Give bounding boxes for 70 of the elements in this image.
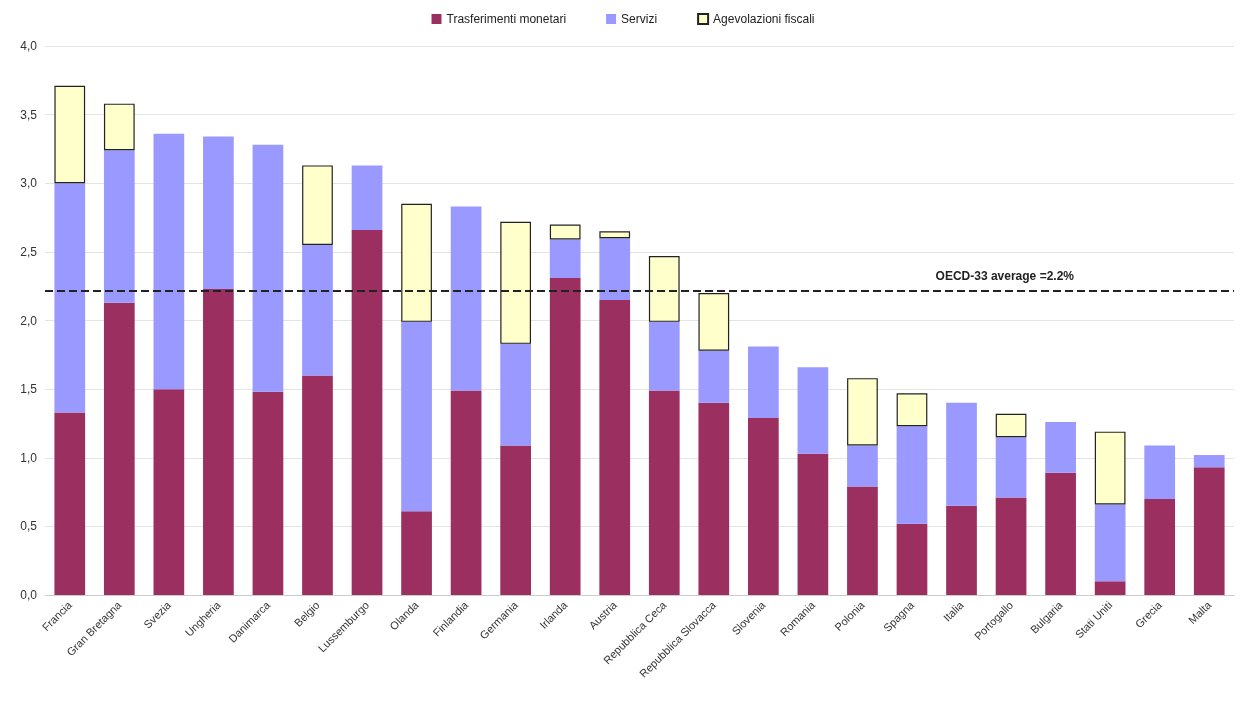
- bar: [995, 497, 1027, 595]
- bar: [203, 136, 234, 289]
- bar: [153, 389, 185, 595]
- bar: [401, 511, 432, 595]
- bar: [1045, 472, 1076, 595]
- bar: [896, 426, 928, 524]
- bar: [648, 321, 680, 391]
- legend-label: Servizi: [621, 12, 658, 26]
- bar: [203, 288, 234, 595]
- bar: [1193, 455, 1225, 468]
- bar: [401, 321, 432, 512]
- bar: [1094, 581, 1126, 595]
- legend-label: Trasferimenti monetari: [446, 12, 567, 26]
- bar: [599, 299, 631, 595]
- y-tick-label: 1,5: [20, 382, 38, 397]
- y-tick-label: 2,0: [20, 313, 38, 328]
- bar: [847, 378, 878, 446]
- bar: [995, 413, 1027, 438]
- bar: [946, 402, 977, 506]
- bar: [302, 245, 333, 376]
- bar: [1045, 422, 1076, 473]
- bar: [896, 523, 928, 595]
- bar: [54, 412, 86, 595]
- bar: [302, 165, 333, 246]
- y-tick-label: 4,0: [20, 39, 38, 53]
- bar: [599, 238, 631, 300]
- bar: [500, 343, 531, 446]
- bar: [54, 85, 86, 184]
- y-tick-label: 3,0: [20, 176, 38, 191]
- bar: [648, 390, 680, 595]
- bar: [450, 390, 482, 595]
- y-tick-label: 0,5: [20, 519, 38, 534]
- y-tick-label: 2,5: [20, 244, 38, 259]
- bar: [1144, 445, 1176, 499]
- bar: [252, 144, 284, 392]
- bar: [549, 239, 581, 278]
- bar: [302, 375, 333, 595]
- bar: [103, 103, 135, 151]
- bar: [54, 183, 86, 413]
- bar: [549, 277, 581, 595]
- bar: [252, 391, 284, 595]
- bar: [847, 486, 878, 595]
- bar: [1193, 467, 1225, 595]
- bar: [599, 231, 631, 239]
- bar: [797, 453, 829, 595]
- bar: [748, 346, 779, 418]
- bar: [153, 133, 185, 390]
- legend-label: Agevolazioni fiscali: [713, 12, 815, 26]
- bar: [995, 437, 1027, 498]
- bar: [549, 224, 581, 240]
- bar: [698, 350, 730, 403]
- bar: [946, 505, 977, 595]
- y-tick-label: 3,5: [20, 107, 38, 122]
- bar: [698, 402, 730, 595]
- bar: [847, 445, 878, 487]
- bar: [1094, 431, 1126, 505]
- bar: [351, 165, 383, 230]
- bar: [797, 367, 829, 454]
- bar: [1144, 498, 1176, 595]
- bar: [351, 229, 383, 595]
- bar: [1094, 504, 1126, 582]
- bar: [103, 302, 135, 595]
- y-tick-label: 0,0: [20, 588, 38, 602]
- bar: [103, 150, 135, 303]
- ref-line-label: OECD-33 average =2.2%: [935, 269, 1075, 284]
- bar: [500, 445, 531, 595]
- bar: [896, 393, 928, 427]
- bar: [748, 417, 779, 595]
- bar: [450, 206, 482, 391]
- y-tick-label: 1,0: [20, 450, 38, 465]
